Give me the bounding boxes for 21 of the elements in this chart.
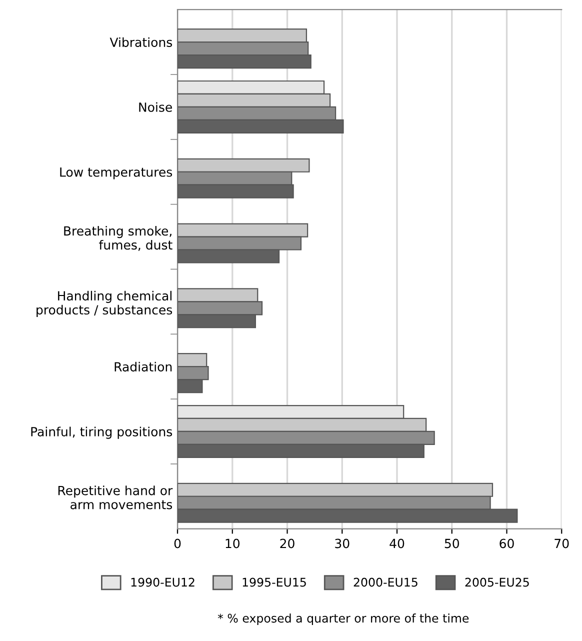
x-tick-label: 20 <box>280 538 294 548</box>
legend-label: 1990-EU12 <box>131 578 194 587</box>
legend-label: 2005-EU25 <box>465 578 529 587</box>
x-tick-label: 0 <box>174 538 181 548</box>
y-tick-label: Repetitive hand or arm movements <box>58 486 173 510</box>
x-tick-label: 30 <box>335 538 350 548</box>
x-tick-label: 70 <box>554 538 569 548</box>
x-tick-label: 60 <box>500 538 514 548</box>
legend-label: 2000-EU15 <box>354 578 418 587</box>
y-tick-label: Low temperatures <box>60 168 172 180</box>
y-tick-label: Handling chemical products / substances <box>36 290 172 317</box>
x-tick-label: 50 <box>444 538 460 548</box>
y-tick-label: Noise <box>139 102 172 112</box>
legend-label: 1995-EU15 <box>242 578 306 587</box>
y-tick-label: Breathing smoke, fumes, dust <box>64 226 172 251</box>
x-tick-label: 10 <box>226 538 240 548</box>
y-tick-label: Radiation <box>114 362 172 372</box>
text: * % exposed a quarter or more of the time <box>218 614 469 625</box>
y-tick-label: Painful, tiring positions <box>31 426 172 439</box>
y-tick-label: Vibrations <box>110 37 172 47</box>
x-tick-label: 40 <box>390 538 404 548</box>
